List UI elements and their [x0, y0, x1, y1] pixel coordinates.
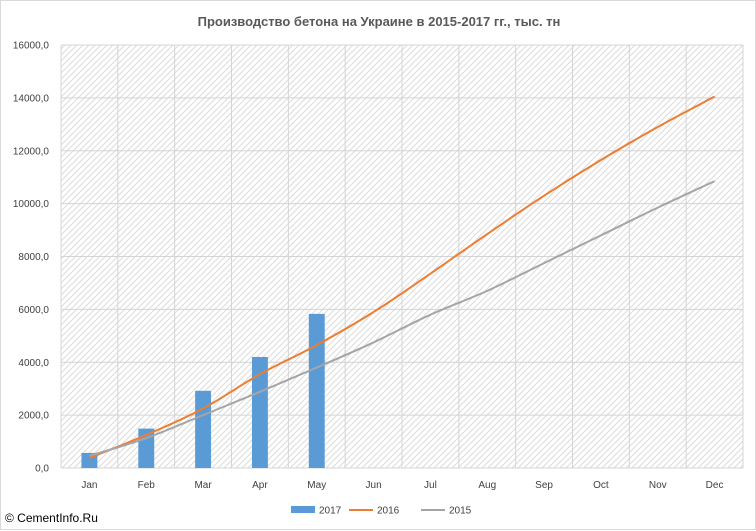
line-2016: [89, 95, 716, 459]
x-tick-label: Mar: [194, 480, 212, 491]
y-tick-label: 6000,0: [18, 305, 49, 316]
bar-2017: [251, 356, 268, 468]
plot-area: 0,0 2000,0 4000,0 6000,0 8000,0 10000,0 12000,…: [13, 41, 744, 491]
y-tick-label: 8000,0: [18, 252, 49, 263]
legend-label-2016: 2016: [377, 506, 400, 517]
x-tick-label: Feb: [138, 480, 156, 491]
legend-label-2017: 2017: [319, 506, 342, 517]
bar-2017: [195, 390, 212, 468]
x-tick-label: Aug: [478, 480, 496, 491]
x-tick-label: Sep: [535, 480, 553, 491]
x-tick-label: Jun: [366, 480, 382, 491]
x-tick-label: May: [307, 480, 326, 491]
x-tick-label: Apr: [252, 480, 268, 491]
x-tick-label: Jan: [81, 480, 97, 491]
x-tick-label: Nov: [649, 480, 667, 491]
line-2015: [89, 180, 716, 457]
y-tick-label: 12000,0: [13, 146, 50, 157]
y-tick-label: 4000,0: [18, 358, 49, 369]
watermark-text: © CementInfo.Ru: [5, 511, 98, 525]
y-tick-label: 2000,0: [18, 411, 49, 422]
x-tick-label: Oct: [593, 480, 609, 491]
legend: 2017 2016 2015: [291, 506, 472, 517]
chart-title: Производство бетона на Украине в 2015-20…: [198, 14, 561, 29]
x-tick-label: Dec: [706, 480, 724, 491]
x-tick-label: Jul: [424, 480, 437, 491]
legend-label-2015: 2015: [449, 506, 472, 517]
y-tick-label: 0,0: [35, 464, 49, 475]
y-tick-label: 14000,0: [13, 93, 50, 104]
y-tick-label: 10000,0: [13, 199, 50, 210]
y-tick-label: 16000,0: [13, 41, 50, 52]
bar-2017: [138, 428, 155, 468]
bar-2017: [308, 313, 325, 468]
legend-swatch-2017: [291, 506, 315, 513]
